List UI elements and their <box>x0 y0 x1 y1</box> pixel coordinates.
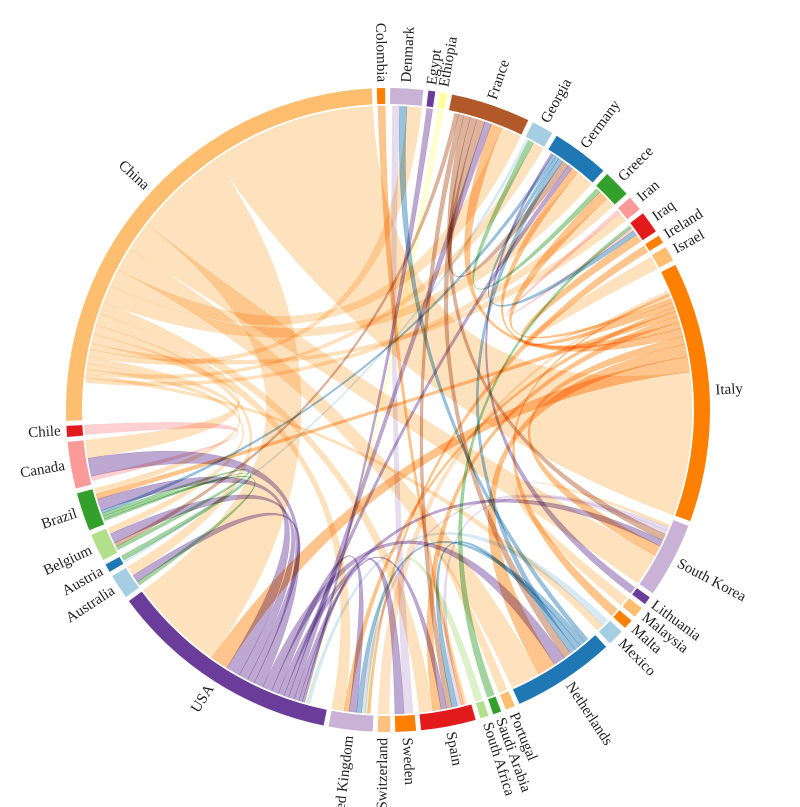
ribbon-brazil-belgium <box>101 469 250 551</box>
ribbon-italy-iraq <box>520 234 675 346</box>
arc-italy <box>661 264 711 522</box>
label-switzerland: Switzerland <box>374 737 391 807</box>
ribbon-ireland-united-kingdom <box>367 245 649 714</box>
arc-iraq <box>630 213 656 241</box>
arc-france <box>448 94 529 135</box>
ribbon-usa-belgium <box>110 494 295 681</box>
arc-malaysia <box>622 598 642 617</box>
arc-netherlands <box>512 635 607 704</box>
label-brazil: Brazil <box>39 506 79 533</box>
arc-usa <box>128 591 327 726</box>
ribbon-china-france <box>110 127 521 325</box>
label-germany: Germany <box>578 97 625 152</box>
ribbon-france-south-korea <box>447 115 666 541</box>
label-china: China <box>115 157 152 193</box>
arc-germany <box>548 135 604 183</box>
arc-lithuania <box>632 588 650 605</box>
label-canada: Canada <box>19 458 66 482</box>
arc-ethiopia <box>437 92 448 110</box>
arc-canada <box>67 440 92 489</box>
ribbon-malta-italy <box>512 293 671 617</box>
label-denmark: Denmark <box>399 26 418 83</box>
arc-ireland <box>645 235 664 251</box>
ribbon-canada-chile <box>84 422 239 481</box>
arc-colombia <box>376 88 386 105</box>
ribbon-greece-georgia <box>472 140 601 290</box>
arc-switzerland <box>377 715 391 732</box>
ribbon-malaysia-south-korea <box>515 481 670 606</box>
arc-mexico <box>598 620 622 644</box>
arc-chile <box>66 425 84 437</box>
arc-israel <box>651 246 674 268</box>
ribbon-layer <box>84 105 693 715</box>
ribbon-germany-netherlands <box>476 158 576 654</box>
arc-australia <box>112 567 139 598</box>
ribbon-china-greece <box>84 198 614 386</box>
arc-layer <box>66 88 711 732</box>
ribbon-france-belgium <box>114 113 459 547</box>
arc-south-africa <box>475 700 489 719</box>
ribbon-germany-iraq <box>487 156 637 307</box>
ribbon-portugal-spain <box>433 553 508 705</box>
label-france: France <box>485 58 513 102</box>
label-netherlands: Netherlands <box>562 679 615 748</box>
ribbon-switzerland-italy <box>378 290 670 715</box>
ribbon-netherlands-united-kingdom <box>356 540 586 714</box>
label-iran: Iran <box>634 177 663 205</box>
arc-south-korea <box>639 520 689 594</box>
label-italy: Italy <box>715 381 744 399</box>
arc-saudi-arabia <box>488 696 502 715</box>
ribbon-china-spain <box>99 302 434 713</box>
ribbon-saudi-arabia-iraq <box>458 225 632 698</box>
ribbon-usa-canada <box>87 450 300 688</box>
ribbon-italy-netherlands <box>487 344 688 675</box>
ribbon-south-korea-united-kingdom <box>361 494 669 714</box>
arc-spain <box>419 704 476 731</box>
label-south-korea: South Korea <box>674 556 748 606</box>
ribbon-brazil-austria <box>103 472 252 561</box>
label-egypt: Egypt <box>424 48 445 87</box>
ribbon-south-africa-united-kingdom <box>364 557 483 714</box>
label-sweden: Sweden <box>399 737 418 786</box>
arc-iran <box>617 197 640 220</box>
label-united-kingdom: United Kingdom <box>330 734 358 807</box>
ribbon-italy-brazil <box>95 311 678 500</box>
ribbon-china-denmark <box>88 106 422 365</box>
arc-greece <box>596 174 627 205</box>
label-colombia: Colombia <box>372 23 389 83</box>
ribbon-egypt-usa <box>301 108 433 703</box>
ribbon-china-germany <box>103 172 592 338</box>
arc-portugal <box>499 691 515 710</box>
ribbon-ethiopia-usa <box>304 109 445 704</box>
arc-sweden <box>394 714 417 732</box>
ribbon-colombia-spain <box>377 105 465 706</box>
label-georgia: Georgia <box>538 76 575 126</box>
ribbon-lithuania-germany <box>485 153 636 594</box>
ribbon-georgia-austria <box>123 138 530 563</box>
ribbon-italy-united-kingdom <box>343 307 676 712</box>
arc-georgia <box>525 122 553 147</box>
ribbon-france-spain <box>419 113 465 709</box>
ribbon-italy-germany <box>501 167 682 350</box>
label-spain: Spain <box>442 731 464 768</box>
arc-egypt <box>426 90 436 108</box>
label-chile: Chile <box>28 423 62 441</box>
ribbon-italy-south-korea <box>528 335 686 556</box>
label-usa: USA <box>188 682 218 716</box>
ribbon-iran-iraq <box>506 209 634 316</box>
arc-malta <box>613 610 632 628</box>
arc-austria <box>105 556 124 572</box>
arc-brazil <box>76 489 105 531</box>
arc-united-kingdom <box>328 710 374 732</box>
arc-belgium <box>91 528 118 561</box>
ribbon-germany-brazil <box>100 154 557 514</box>
arc-denmark <box>390 88 424 106</box>
ribbon-mexico-usa <box>306 532 609 705</box>
